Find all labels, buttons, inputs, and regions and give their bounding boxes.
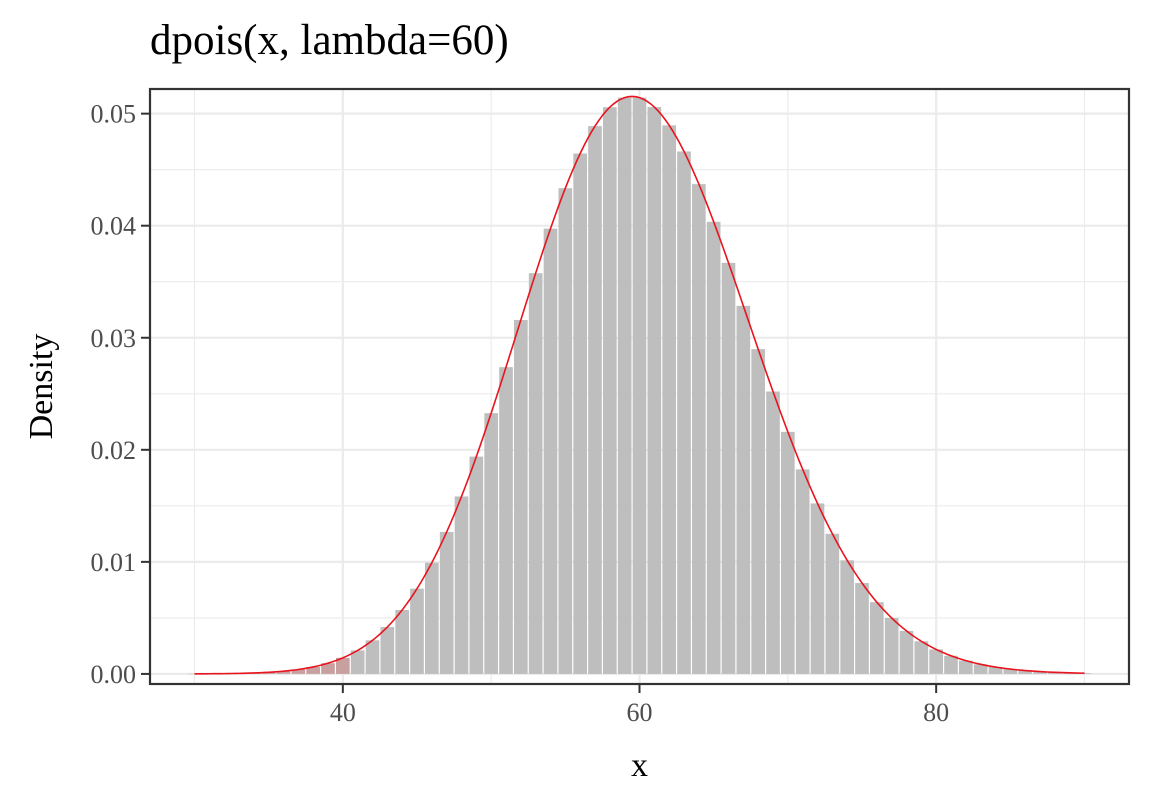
bar	[914, 641, 929, 674]
y-tick-label: 0.05	[91, 100, 137, 129]
bar	[647, 107, 662, 674]
bar	[825, 533, 840, 674]
bar	[1003, 669, 1018, 674]
bar	[1077, 673, 1092, 674]
x-axis: 40 60 80	[330, 684, 949, 727]
x-axis-label: x	[631, 747, 648, 784]
bar	[899, 630, 914, 674]
bar	[766, 391, 780, 674]
bar	[721, 262, 736, 674]
y-axis-label: Density	[23, 334, 60, 440]
bar	[959, 660, 973, 674]
bar	[632, 97, 647, 674]
bar	[617, 97, 632, 674]
bar	[365, 640, 380, 674]
bar	[603, 107, 617, 674]
bar	[484, 413, 498, 674]
bar	[884, 618, 899, 674]
bar	[944, 655, 958, 674]
bar	[855, 583, 869, 674]
y-tick-label: 0.04	[91, 212, 137, 241]
bar	[973, 664, 988, 674]
bar	[736, 305, 751, 674]
bar	[795, 469, 810, 674]
bar	[588, 126, 602, 674]
y-axis: 0.00 0.01 0.02 0.03 0.04 0.05	[91, 100, 150, 689]
chart-title: dpois(x, lambda=60)	[150, 17, 509, 64]
bar	[528, 273, 543, 674]
bar	[350, 650, 365, 674]
bar	[988, 667, 1003, 674]
bar	[558, 188, 573, 674]
bar	[751, 349, 765, 674]
y-tick-label: 0.03	[91, 324, 137, 353]
density-curve	[194, 95, 1085, 675]
bar	[469, 456, 484, 674]
y-tick-label: 0.01	[91, 548, 137, 577]
bar	[543, 228, 558, 674]
x-tick-label: 60	[627, 698, 653, 727]
bar	[291, 669, 306, 674]
bar	[261, 672, 276, 674]
bar	[306, 666, 320, 674]
bar	[336, 657, 350, 674]
bar	[380, 627, 395, 674]
bar	[276, 671, 291, 674]
bar	[810, 503, 825, 674]
bar	[781, 431, 795, 674]
bar	[870, 602, 884, 674]
y-tick-label: 0.00	[91, 660, 137, 689]
bars	[187, 97, 1092, 675]
bar	[840, 560, 854, 674]
bar	[410, 588, 424, 674]
bar	[929, 649, 943, 674]
bar	[321, 663, 335, 674]
bar	[395, 609, 409, 674]
bar	[499, 367, 513, 674]
y-tick-label: 0.02	[91, 436, 137, 465]
bar	[514, 319, 528, 674]
bar	[573, 153, 587, 674]
bar	[677, 151, 691, 674]
bar	[1018, 670, 1032, 674]
bar	[454, 496, 469, 674]
bar	[662, 125, 676, 674]
bar	[706, 221, 721, 674]
x-tick-label: 40	[330, 698, 356, 727]
bar	[692, 184, 706, 674]
bar	[425, 562, 439, 674]
x-tick-label: 80	[923, 698, 949, 727]
bar	[439, 531, 454, 674]
bar	[1033, 671, 1047, 674]
